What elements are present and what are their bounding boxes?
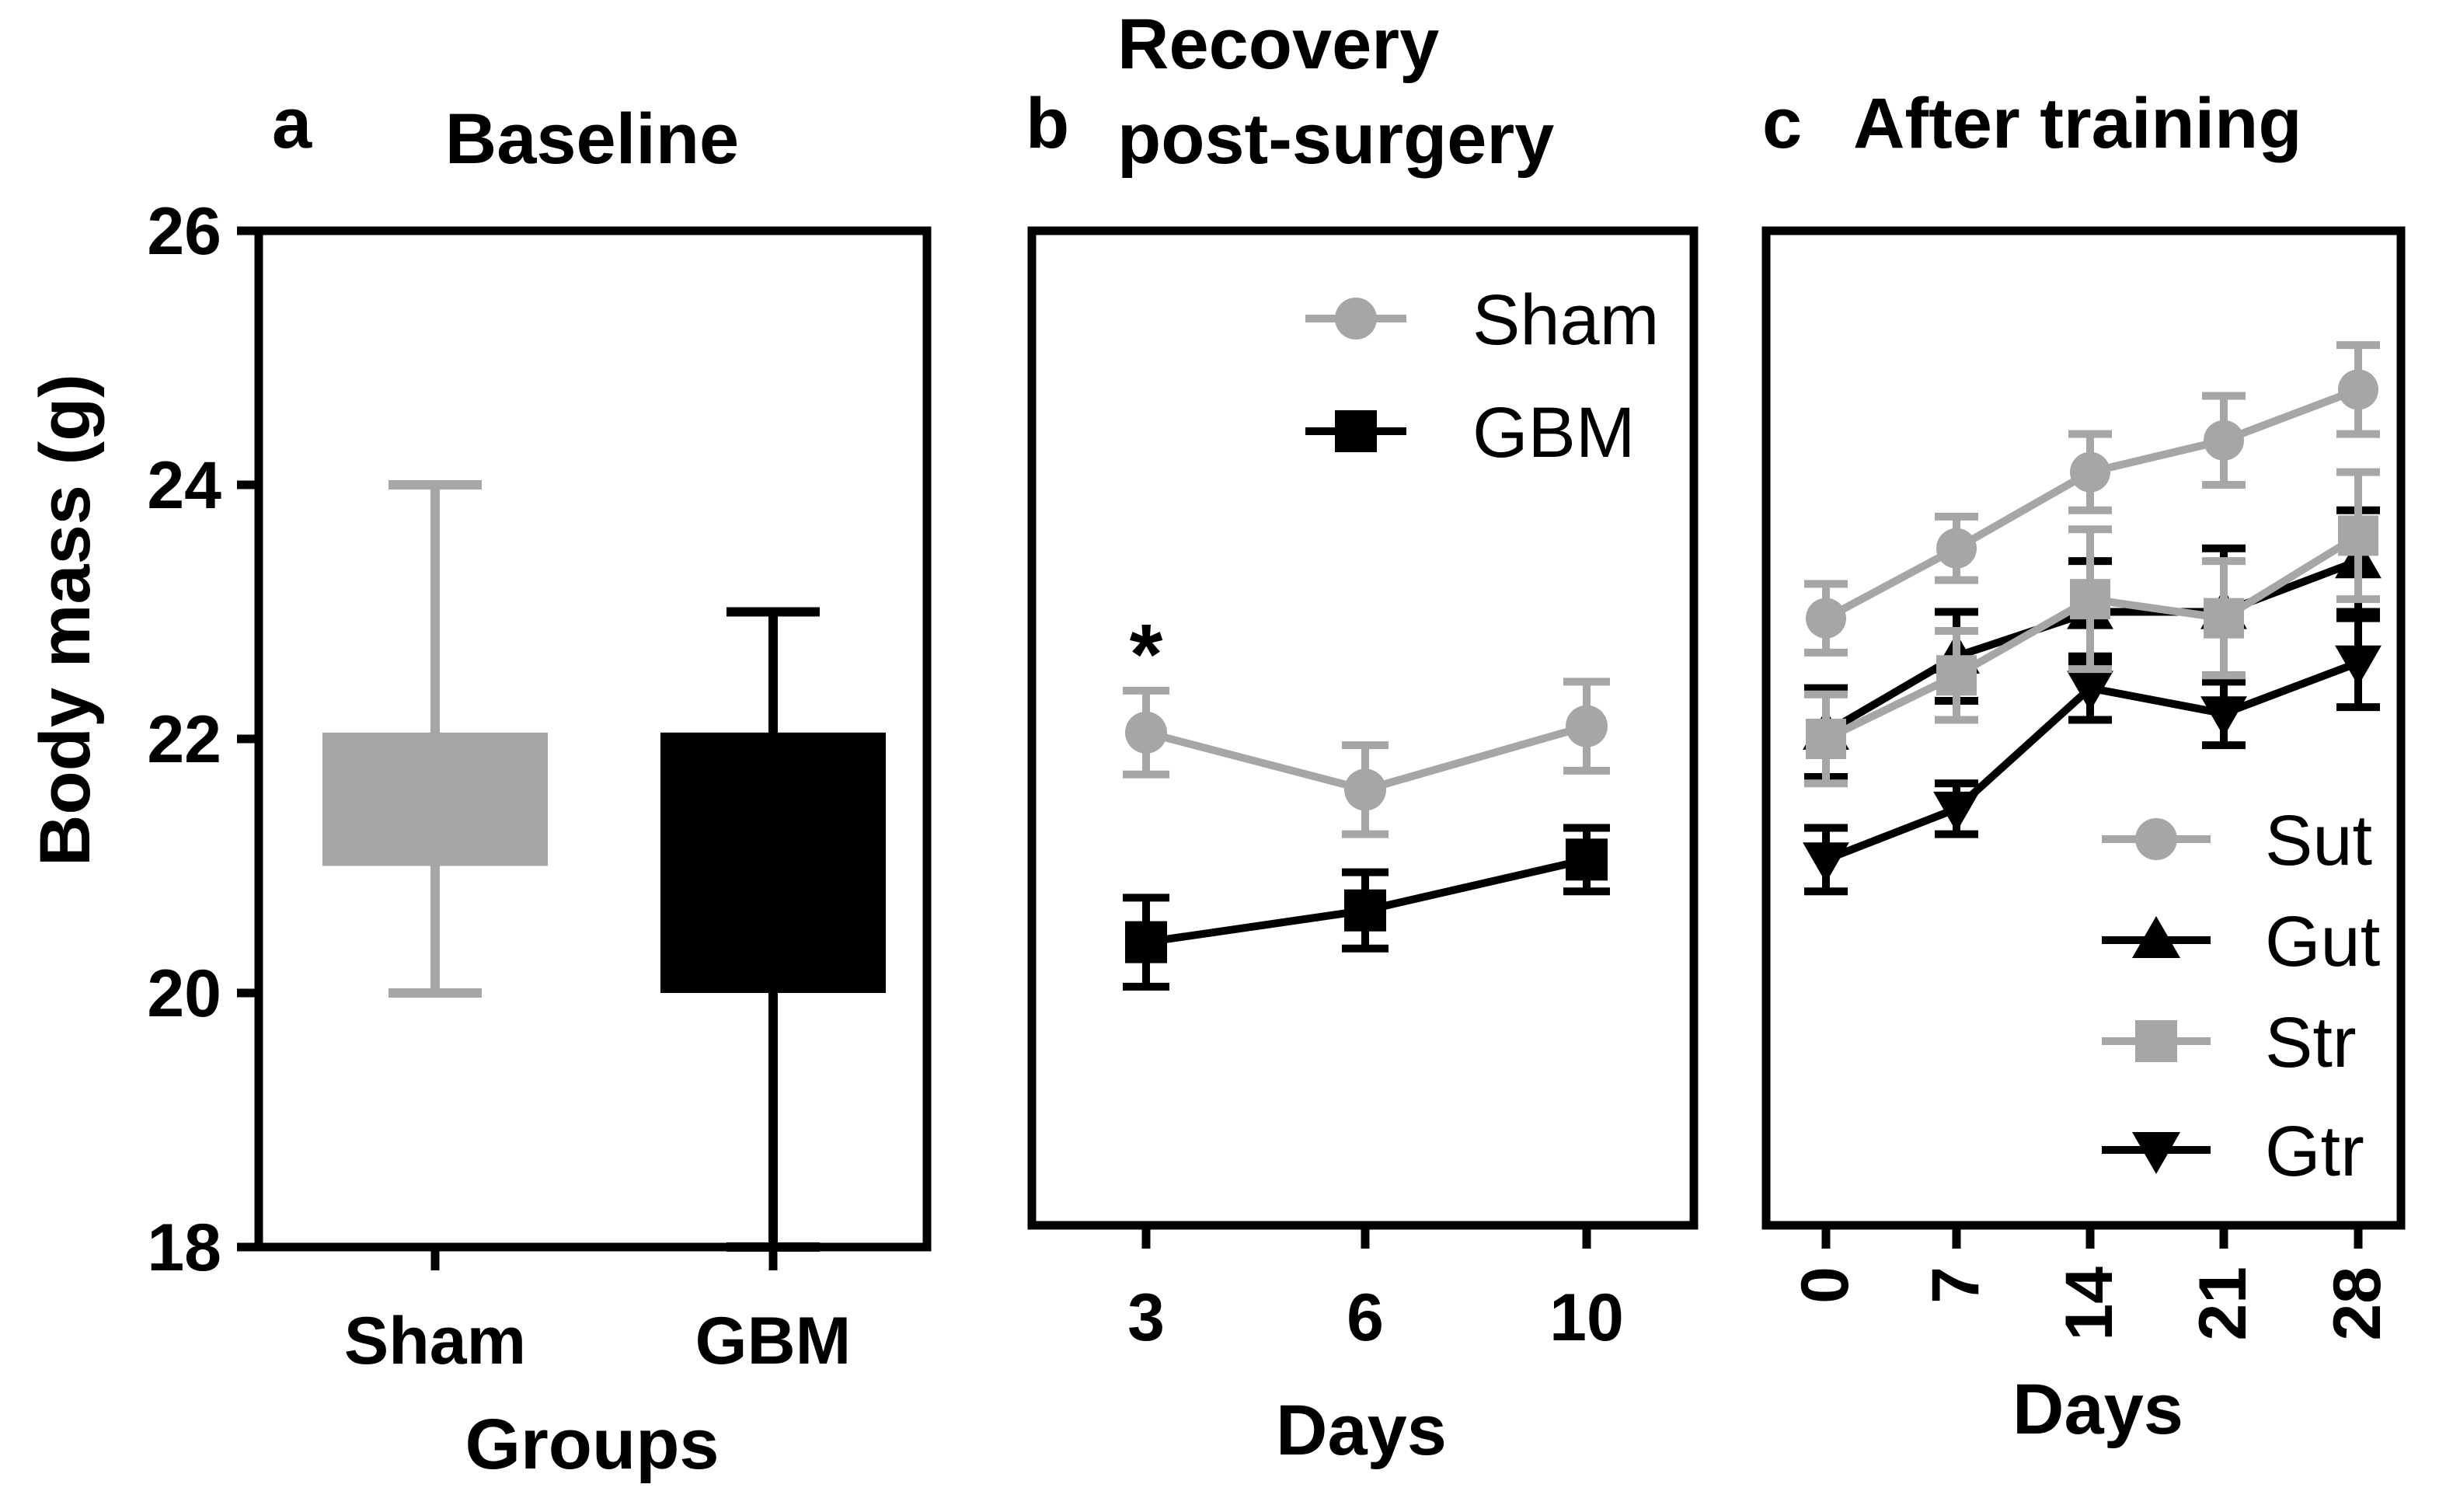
y-axis-title: Body mass (g): [26, 374, 105, 866]
panel-c-x-axis-title: Days: [2012, 1370, 2183, 1449]
panel-b-title-line-1: Recovery: [1117, 5, 1439, 84]
data-point: [1933, 791, 1980, 832]
data-point: [1344, 889, 1386, 932]
y-tick-label: 20: [147, 956, 221, 1031]
y-tick-label: 22: [147, 702, 221, 777]
panel-a-title: Baseline: [445, 99, 739, 179]
legend-label: Sham: [1472, 280, 1659, 360]
data-point: [2204, 420, 2244, 461]
data-point: [2338, 369, 2378, 410]
legend-item-gtr: Gtr: [2102, 1112, 2364, 1191]
box-gbm: [660, 607, 886, 1252]
series-gtr: [1803, 614, 2382, 896]
legend-marker: [2131, 1132, 2181, 1175]
legend-item-sham: Sham: [1305, 280, 1659, 360]
panel-c-frame: [1761, 226, 2406, 1230]
box-sham: [322, 480, 548, 998]
x-tick-label: GBM: [695, 1304, 852, 1378]
y-tick-label: 24: [147, 448, 221, 523]
significance-asterisk: *: [1130, 607, 1163, 702]
legend-item-str: Str: [2102, 1003, 2357, 1082]
data-point: [1936, 655, 1977, 696]
legend-marker: [1335, 298, 1377, 340]
legend-label: Gtr: [2265, 1112, 2364, 1191]
x-tick-label: 10: [1549, 1280, 1624, 1355]
legend-item-gbm: GBM: [1305, 393, 1636, 472]
box-body: [660, 732, 886, 993]
panel-b-series: [1123, 678, 1610, 991]
series-sut: [1804, 341, 2380, 657]
data-point: [1803, 842, 1849, 883]
data-point: [2067, 671, 2113, 712]
legend-label: Str: [2265, 1003, 2357, 1082]
data-point: [1125, 921, 1167, 963]
panel-a-frame: [254, 226, 932, 1252]
legend-marker: [2135, 818, 2177, 860]
panel-c-letter: c: [1762, 84, 1802, 163]
data-point: [1125, 711, 1167, 754]
panel-a-boxes: [322, 480, 886, 1252]
data-point: [1566, 705, 1608, 747]
legend-item-gut: Gut: [2102, 902, 2380, 981]
x-tick-label: 0: [1788, 1266, 1862, 1304]
data-point: [1806, 719, 1846, 759]
panel-a-x-axis-title: Groups: [465, 1405, 719, 1484]
data-point: [2338, 515, 2378, 556]
panel-b-legend: Sham GBM: [1305, 280, 1659, 472]
legend-marker: [2135, 1020, 2177, 1062]
legend-marker: [1335, 410, 1377, 452]
data-point: [2070, 579, 2110, 620]
x-tick-label: 21: [2186, 1266, 2260, 1341]
series-gbm: [1123, 824, 1610, 991]
y-tick-label: 26: [147, 194, 221, 269]
data-point: [1936, 528, 1977, 569]
data-point: [1344, 768, 1386, 811]
legend-label: Gut: [2265, 902, 2380, 981]
box-body: [322, 732, 548, 866]
panel-c-x-ticks: 0 7 14 21 28: [1788, 1225, 2395, 1341]
data-point: [1566, 838, 1608, 881]
x-tick-label: 7: [1918, 1266, 1993, 1304]
y-axis-ticks: 26 24 22 20 18: [147, 194, 259, 1285]
series-str: [1804, 468, 2380, 788]
data-point: [2200, 696, 2247, 737]
data-point: [2070, 451, 2110, 493]
panel-b-letter: b: [1026, 84, 1069, 163]
panel-c-title: After training: [1853, 84, 2302, 163]
panel-b-x-ticks: 3 6 10: [1127, 1225, 1624, 1355]
panel-a: a Baseline Body mass (g) Groups 26 24 22 20…: [26, 84, 932, 1484]
panel-a-x-ticks: Sham GBM: [344, 1247, 851, 1378]
data-point: [1806, 597, 1846, 639]
x-tick-label: 6: [1347, 1280, 1384, 1355]
legend-label: Sut: [2265, 801, 2372, 880]
panel-b-x-axis-title: Days: [1276, 1391, 1447, 1470]
panel-b-title-line-2: post-surgery: [1117, 99, 1554, 179]
data-point: [2335, 645, 2382, 686]
x-tick-label: 28: [2320, 1266, 2395, 1341]
panel-c: c After training Days 0 7 14 21 28 Sut Gut Str…: [1761, 84, 2406, 1449]
legend-label: GBM: [1472, 393, 1636, 472]
series-sham: [1123, 678, 1610, 838]
panel-a-letter: a: [272, 84, 312, 163]
legend-marker: [2131, 915, 2181, 958]
y-tick-label: 18: [147, 1211, 221, 1285]
panel-b-frame: [1027, 226, 1699, 1230]
panel-b: b Recovery post-surgery Days * 3 6 10 Sham…: [1026, 5, 1699, 1470]
x-tick-label: 3: [1127, 1280, 1165, 1355]
x-tick-label: Sham: [344, 1304, 526, 1378]
data-point: [2204, 597, 2244, 639]
panel-c-legend: Sut Gut Str Gtr: [2102, 801, 2380, 1191]
x-tick-label: 14: [2052, 1266, 2127, 1341]
panel-c-series: [1803, 341, 2382, 896]
legend-item-sut: Sut: [2102, 801, 2372, 880]
